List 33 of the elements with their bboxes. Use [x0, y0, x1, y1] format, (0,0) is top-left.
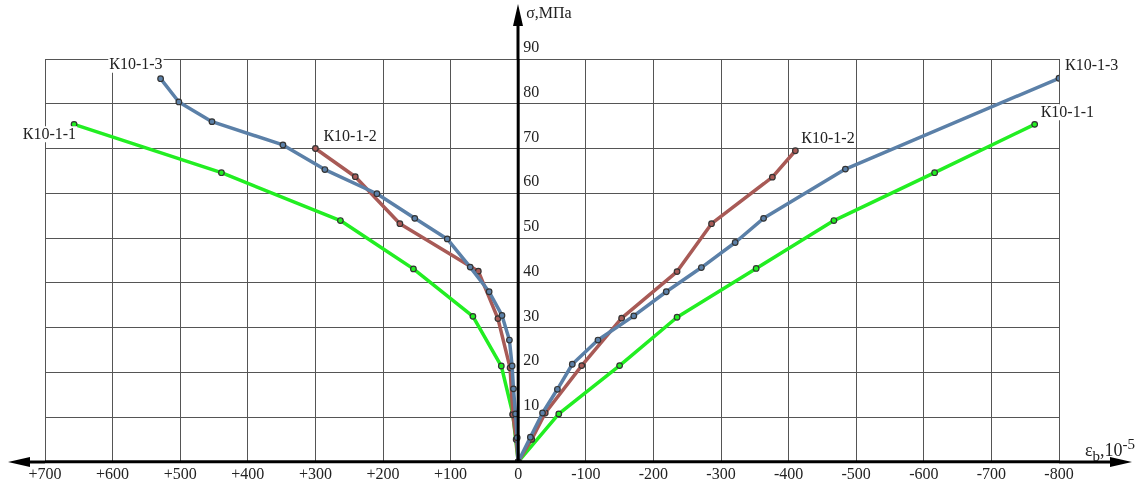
text: К10-1-1 [1040, 102, 1094, 120]
x-tick-label: -300 [706, 464, 736, 482]
x-tick-label: 0 [514, 464, 523, 482]
y-tick-label: 50 [523, 217, 540, 235]
x-tick-label: -700 [976, 464, 1007, 482]
y-tick-label: 90 [523, 38, 540, 56]
x-tick-label: +700 [28, 464, 62, 482]
x-tick-label: +100 [434, 464, 468, 482]
y-tick-label: 30 [523, 306, 540, 324]
x-tick-label: +400 [231, 464, 265, 482]
series-label: К10-1-2 [801, 128, 855, 146]
y-axis-title: σ,МПа [526, 4, 572, 22]
text: К10-1-3 [1065, 56, 1119, 74]
x-tick-label: -600 [909, 464, 939, 482]
y-tick-label: 80 [523, 82, 540, 100]
x-tick-label: +600 [96, 464, 130, 482]
y-tick-label: 70 [523, 127, 540, 145]
x-tick-label: -100 [571, 464, 601, 482]
x-tick-label: +500 [163, 464, 197, 482]
y-tick-label: 40 [523, 261, 540, 279]
x-tick-label: -200 [638, 464, 669, 482]
x-tick-label: +200 [366, 464, 400, 482]
series-label: К10-1-1 [22, 124, 77, 142]
y-tick-label: 20 [523, 351, 540, 369]
text: К10-1-2 [323, 126, 377, 144]
y-tick-label: 10 [523, 396, 540, 414]
x-tick-label: -400 [773, 464, 804, 482]
x-tick-label: +300 [298, 464, 332, 482]
series-label: К10-1-3 [109, 54, 163, 72]
y-tick-label: 60 [523, 172, 540, 190]
x-tick-label: -500 [841, 464, 871, 482]
x-axis-title: ε$_{b}$,10$^{-5}$ [1084, 435, 1135, 465]
x-tick-label: -800 [1044, 464, 1074, 482]
